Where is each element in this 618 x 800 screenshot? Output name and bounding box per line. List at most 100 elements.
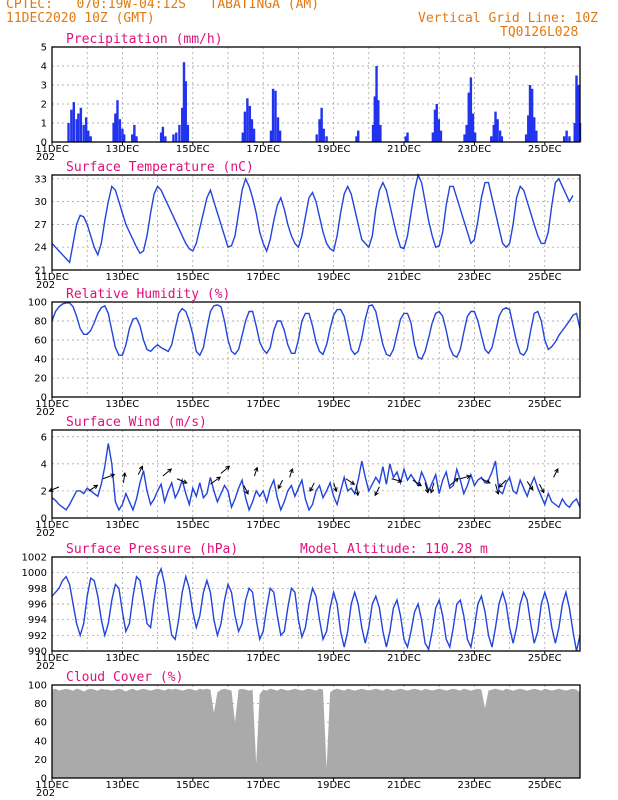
x-tick-label: 23DEC: [458, 399, 492, 410]
y-tick-label: 2: [41, 100, 47, 111]
year-stub: 202: [36, 528, 55, 539]
wind-arrow: [539, 483, 545, 494]
precip-bar: [116, 100, 119, 142]
y-tick-label: 2: [41, 486, 47, 497]
year-stub: 202: [36, 280, 55, 291]
y-tick-label: 992: [28, 631, 47, 642]
wind-arrow: [88, 484, 99, 492]
precip-bar: [437, 119, 441, 142]
y-tick-label: 100: [28, 681, 47, 692]
precip-bar: [355, 136, 358, 142]
precip-bar: [135, 136, 138, 142]
x-tick-label: 13DEC: [106, 399, 140, 410]
precip-bar: [375, 66, 378, 142]
year-stub: 202: [36, 152, 55, 163]
precip-bar: [186, 124, 190, 142]
y-tick-label: 27: [34, 220, 47, 231]
y-tick-label: 100: [28, 298, 47, 309]
precip-bar: [243, 111, 247, 142]
y-tick-label: 33: [34, 174, 47, 185]
panel-2: 0 20 40 60 80 100 11DEC 13DEC 15DEC 17DEC 19DEC 21D…: [28, 287, 581, 418]
precip-bar: [82, 124, 85, 142]
precip-bar: [406, 132, 409, 142]
precip-bar: [527, 115, 530, 142]
precip-bar: [530, 88, 534, 142]
y-tick-label: 998: [28, 584, 47, 595]
y-tick-label: 994: [28, 615, 47, 626]
y-tick-label: 5: [41, 43, 47, 54]
precip-bar: [471, 113, 475, 142]
y-tick-label: 996: [28, 600, 47, 611]
x-tick-label: 15DEC: [176, 399, 210, 410]
panel-4: 990 992 994 996 998 1000 1002 11DEC 13DEC 15DEC 17…: [22, 542, 581, 672]
model-code: TQ0126L028: [500, 25, 579, 40]
x-tick-label: 21DEC: [387, 780, 421, 791]
year-stub: 202: [36, 788, 55, 799]
precip-bar: [79, 107, 83, 142]
y-tick-label: 990: [28, 647, 47, 658]
x-tick-label: 15DEC: [176, 780, 210, 791]
series-line: [51, 443, 581, 512]
x-tick-label: 23DEC: [458, 272, 492, 283]
panel-frame: [51, 46, 581, 143]
precip-bar: [575, 75, 578, 142]
y-tick-label: 30: [34, 197, 47, 208]
year-stub: 202: [36, 407, 55, 418]
precip-bar: [535, 130, 538, 142]
precip-bar: [320, 107, 323, 142]
precip-bar: [473, 132, 477, 142]
x-tick-label: 17DEC: [246, 144, 280, 155]
x-tick-label: 11DEC: [35, 272, 69, 283]
wind-arrow: [553, 468, 559, 478]
precip-bar: [494, 111, 497, 142]
x-tick-label: 11DEC: [35, 520, 69, 531]
panel-title: Precipitation (mm/h): [66, 32, 223, 47]
precip-bar: [278, 130, 282, 142]
x-tick-label: 15DEC: [176, 520, 210, 531]
wind-arrow: [220, 465, 231, 474]
x-tick-label: 25DEC: [528, 272, 562, 283]
wind-arrow: [355, 485, 360, 497]
x-tick-label: 23DEC: [458, 653, 492, 664]
y-tick-label: 80: [34, 317, 47, 328]
series-line: [51, 302, 581, 360]
wind-arrow: [102, 473, 116, 480]
x-tick-label: 25DEC: [528, 399, 562, 410]
precip-bar: [439, 130, 443, 142]
precip-bar: [182, 62, 186, 143]
precip-bar: [72, 102, 76, 142]
wind-arrow: [526, 481, 534, 491]
x-tick-label: 17DEC: [246, 520, 280, 531]
wind-arrow: [122, 471, 127, 483]
precip-bar: [373, 96, 376, 142]
precip-bar: [573, 123, 576, 142]
y-tick-label: 80: [34, 699, 47, 710]
y-tick-label: 21: [34, 266, 47, 277]
x-tick-label: 15DEC: [176, 144, 210, 155]
precip-bar: [84, 117, 88, 142]
precip-bar: [274, 90, 277, 142]
precip-bar: [357, 130, 360, 142]
wind-arrow: [498, 479, 507, 488]
x-tick-label: 17DEC: [246, 399, 280, 410]
precip-bar: [133, 124, 136, 142]
precip-bar: [118, 119, 122, 142]
y-tick-label: 20: [34, 374, 47, 385]
precip-bar: [498, 130, 502, 142]
x-tick-label: 25DEC: [528, 520, 562, 531]
precip-bar: [161, 126, 165, 142]
panel-title: Relative Humidity (%): [66, 287, 230, 302]
precip-bar: [184, 81, 187, 142]
x-tick-label: 19DEC: [317, 520, 351, 531]
precip-bar: [435, 104, 438, 142]
panel-3: 0 2 4 6 11DEC 13DEC 15DEC 17DEC 19DEC 21DEC 23DEC 2…: [35, 415, 581, 539]
precip-bar: [371, 124, 375, 142]
wind-arrow: [333, 482, 338, 493]
precip-bar: [89, 136, 92, 142]
precip-bar: [463, 134, 466, 142]
precip-bar: [159, 132, 163, 142]
wind-arrow: [162, 468, 173, 477]
precip-bar: [131, 134, 134, 142]
y-tick-label: 20: [34, 755, 47, 766]
